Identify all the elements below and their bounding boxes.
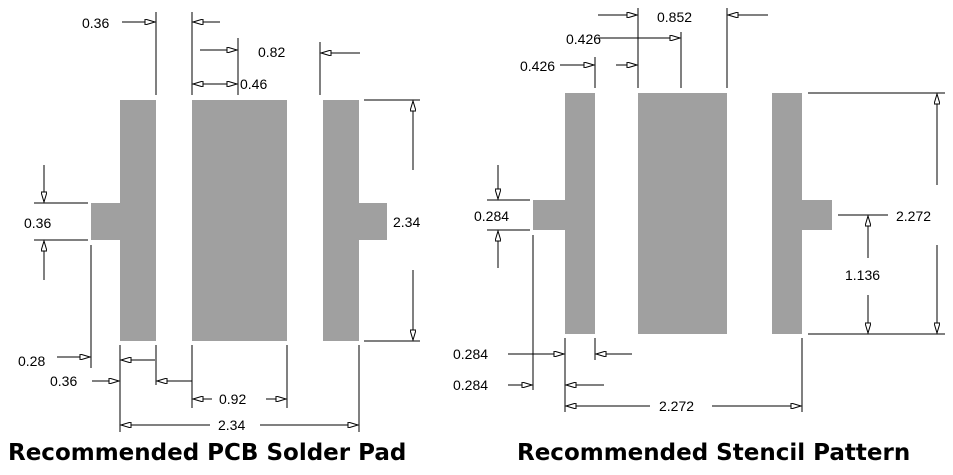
stencil-tab-length-label: 0.284 [453, 346, 488, 362]
stencil-tab-offset-label: 1.136 [845, 267, 880, 283]
pcb-pad-height-label: 2.34 [393, 214, 420, 230]
pcb-caption: Recommended PCB Solder Pad [8, 440, 407, 466]
pcb-pad-width-label: 0.36 [82, 15, 109, 31]
pcb-total-width-label: 2.34 [218, 417, 245, 433]
stencil-dimension-lines [498, 15, 937, 406]
stencil-right-pad [772, 93, 832, 334]
stencil-tab-height-label: 0.284 [474, 208, 509, 224]
pcb-pad-drawing: 0.36 0.82 0.46 0.36 2.34 0.28 0.36 0.92 … [18, 12, 420, 433]
stencil-center-width-label: 0.852 [657, 9, 692, 25]
stencil-drawing: 0.852 0.426 0.426 0.284 2.272 1.136 0.28… [453, 8, 945, 414]
pcb-left-pad [91, 100, 156, 341]
stencil-caption: Recommended Stencil Pattern [517, 440, 911, 466]
pcb-pitch-label: 0.82 [258, 44, 285, 60]
stencil-extension-lines [487, 8, 945, 412]
pcb-pad-width-bottom-label: 0.36 [50, 373, 77, 389]
pcb-gap-label: 0.46 [240, 76, 267, 92]
pcb-center-pad [192, 100, 287, 341]
pcb-right-pad [323, 100, 387, 341]
stencil-total-width-label: 2.272 [659, 398, 694, 414]
stencil-pad-width-bottom-label: 0.284 [453, 377, 488, 393]
pcb-center-width-label: 0.92 [219, 391, 246, 407]
stencil-pad-width-label: 0.426 [520, 58, 555, 74]
pcb-dimension-lines [44, 22, 413, 425]
pcb-tab-length-label: 0.28 [18, 353, 45, 369]
stencil-pad-height-label: 2.272 [896, 208, 931, 224]
stencil-gap-label: 0.426 [566, 31, 601, 47]
stencil-center-pad [638, 93, 727, 334]
pcb-tab-height-label: 0.36 [24, 215, 51, 231]
footprint-drawing: 0.36 0.82 0.46 0.36 2.34 0.28 0.36 0.92 … [18, 8, 945, 433]
stencil-left-pad [533, 93, 595, 334]
